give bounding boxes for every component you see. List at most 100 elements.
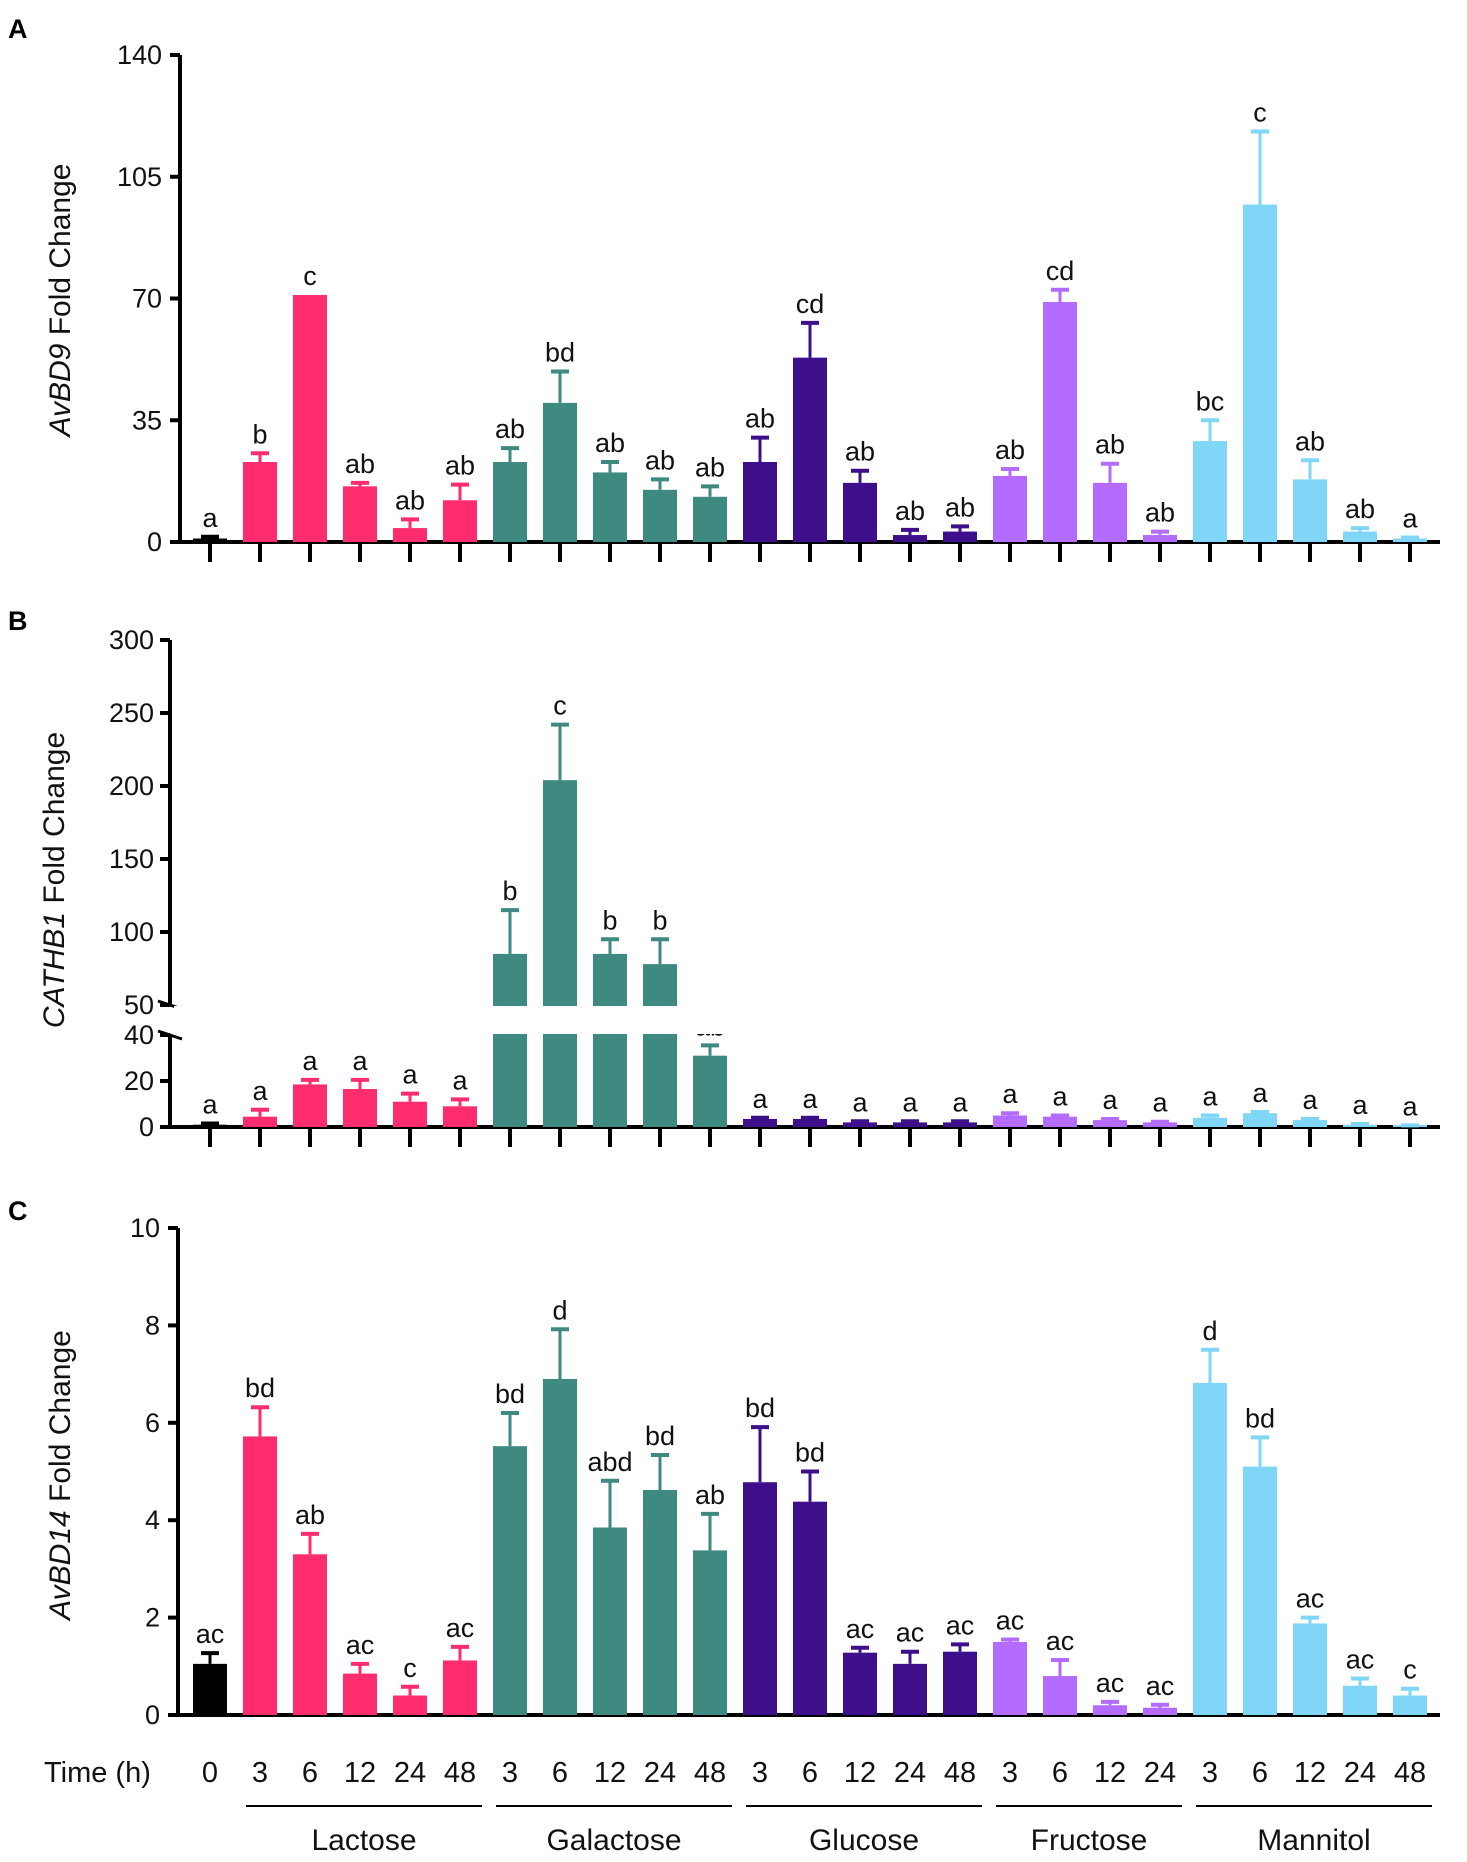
x-tick-label: 12 xyxy=(1294,1757,1326,1789)
significance-label: a xyxy=(752,1084,768,1114)
significance-label: a xyxy=(802,1084,818,1114)
bar xyxy=(693,1550,727,1715)
bar xyxy=(443,1106,477,1127)
bar xyxy=(1393,1125,1427,1127)
y-tick-label: 4 xyxy=(145,1505,160,1535)
bar xyxy=(893,1663,927,1715)
significance-label: a xyxy=(202,503,218,533)
x-tick-label: 6 xyxy=(302,1757,318,1789)
bar xyxy=(793,1118,827,1127)
bar xyxy=(793,1501,827,1715)
significance-label: ac xyxy=(196,1619,225,1649)
significance-label: d xyxy=(1202,1316,1217,1346)
significance-label: ab xyxy=(1145,498,1175,528)
bar xyxy=(593,953,627,1127)
bar xyxy=(343,1673,377,1715)
bar xyxy=(943,1122,977,1127)
y-tick-label: 0 xyxy=(147,527,162,557)
x-tick-label: 6 xyxy=(1252,1757,1268,1789)
significance-label: bd xyxy=(1245,1403,1275,1433)
bar xyxy=(1243,1113,1277,1127)
significance-label: ab xyxy=(295,1500,325,1530)
x-tick-label: 3 xyxy=(252,1757,268,1789)
significance-label: ac xyxy=(446,1613,475,1643)
bar xyxy=(1393,538,1427,542)
bar xyxy=(243,461,277,542)
bar xyxy=(643,489,677,542)
bar xyxy=(543,1378,577,1715)
bar xyxy=(843,1122,877,1127)
bar xyxy=(593,1527,627,1715)
y-tick-label: 70 xyxy=(132,284,162,314)
bar xyxy=(743,1482,777,1715)
significance-label: a xyxy=(402,1060,418,1090)
significance-label: ab xyxy=(1345,494,1375,524)
panel-b-y-label: CATHB1 Fold Change xyxy=(38,732,71,1028)
significance-label: c xyxy=(1403,1655,1417,1685)
bar xyxy=(543,402,577,542)
significance-label: b xyxy=(252,419,267,449)
bar xyxy=(1093,482,1127,542)
y-tick-label: 250 xyxy=(109,698,154,728)
bar xyxy=(343,1089,377,1127)
significance-label: a xyxy=(452,1065,468,1095)
bar xyxy=(393,1101,427,1127)
significance-label: ab xyxy=(595,428,625,458)
bar xyxy=(743,461,777,542)
significance-label: a xyxy=(1402,1091,1418,1121)
panel-letter-a: A xyxy=(8,14,28,44)
x-tick-label: 6 xyxy=(1052,1757,1068,1789)
bar xyxy=(643,964,677,1127)
bar xyxy=(1043,1116,1077,1127)
significance-label: ab xyxy=(995,435,1025,465)
bar xyxy=(543,780,577,1127)
significance-label: b xyxy=(652,905,667,935)
significance-label: ab xyxy=(495,414,525,444)
bar xyxy=(893,535,927,542)
x-tick-label: 3 xyxy=(502,1757,518,1789)
x-tick-label: 48 xyxy=(1394,1757,1426,1789)
panel-letter-b: B xyxy=(8,606,28,636)
axis-break-gap xyxy=(174,1006,1444,1034)
significance-label: ab xyxy=(945,492,975,522)
significance-label: ab xyxy=(645,445,675,475)
x-tick-label: 12 xyxy=(594,1757,626,1789)
bar xyxy=(1143,1707,1177,1715)
significance-label: bd xyxy=(745,1393,775,1423)
x-tick-label: 6 xyxy=(552,1757,568,1789)
significance-label: ac xyxy=(1146,1671,1175,1701)
bar xyxy=(843,1652,877,1715)
significance-label: a xyxy=(852,1087,868,1117)
bar xyxy=(893,1122,927,1127)
bar xyxy=(193,1663,227,1715)
bar xyxy=(393,528,427,542)
y-tick-label: 0 xyxy=(145,1700,160,1730)
significance-label: ab xyxy=(895,496,925,526)
x-tick-label: 3 xyxy=(752,1757,768,1789)
bar xyxy=(1293,1120,1327,1127)
y-tick-label: 6 xyxy=(145,1408,160,1438)
bar xyxy=(993,475,1027,542)
significance-label: a xyxy=(1002,1079,1018,1109)
y-tick-label: 300 xyxy=(109,625,154,655)
bar xyxy=(293,1554,327,1715)
significance-label: d xyxy=(552,1295,567,1325)
x-tick-labels: 0 3 6 12 24 48 3 6 12 24 48 3 6 12 24 48 3 6 12 24 3 6 12 24 48 xyxy=(202,1757,1426,1789)
y-tick-label: 150 xyxy=(109,844,154,874)
bar xyxy=(1143,535,1177,542)
significance-label: ab xyxy=(695,452,725,482)
group-label: Glucose xyxy=(809,1824,919,1857)
significance-label: ab xyxy=(745,404,775,434)
bar xyxy=(443,500,477,542)
x-tick-label: 24 xyxy=(1344,1757,1376,1789)
bar xyxy=(643,1490,677,1715)
x-tick-label: 24 xyxy=(1144,1757,1176,1789)
panel-letter-c: C xyxy=(8,1196,28,1226)
panel-b-chart: 0204050100150200250300aaaaaabcbbabaaaaaa… xyxy=(38,625,1444,1147)
bar xyxy=(1193,1382,1227,1715)
x-tick-label: 24 xyxy=(394,1757,426,1789)
bar xyxy=(1293,1623,1327,1715)
bar xyxy=(843,482,877,542)
